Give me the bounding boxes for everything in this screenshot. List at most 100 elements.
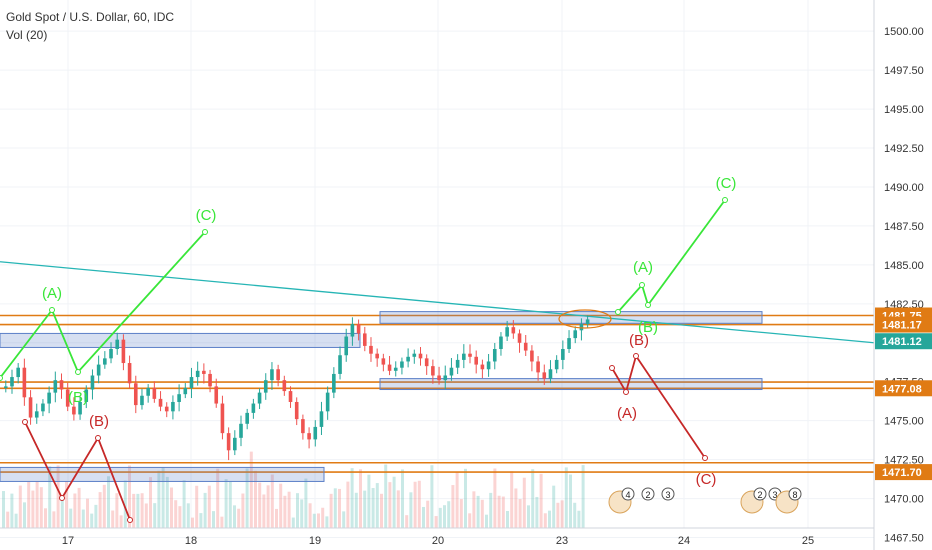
candle-body bbox=[480, 364, 485, 370]
price-axis: 1500.00 1497.50 1495.00 1492.50 1490.00 1487.… bbox=[873, 0, 932, 550]
time-tick-label: 18 bbox=[185, 535, 197, 547]
candle-body bbox=[301, 419, 305, 434]
descending-trendline bbox=[0, 261, 875, 344]
volume-bar bbox=[354, 492, 358, 528]
volume-bar bbox=[350, 468, 354, 528]
chart-title: Gold Spot / U.S. Dollar, 60, IDC Vol (20… bbox=[6, 8, 174, 44]
volume-bar bbox=[2, 491, 5, 528]
event-count-badge bbox=[661, 487, 675, 501]
candle-body bbox=[72, 406, 76, 415]
time-tick-label: 24 bbox=[678, 535, 690, 547]
volume-bar bbox=[518, 499, 522, 528]
volume-bar bbox=[510, 471, 514, 528]
volume-bar bbox=[296, 493, 299, 528]
horizontal-levels bbox=[0, 314, 874, 473]
volume-bar bbox=[18, 485, 22, 528]
candle-body bbox=[350, 324, 355, 337]
volume-bar bbox=[548, 510, 551, 528]
price-tag-label: 1477.08 bbox=[882, 383, 922, 395]
candle-body bbox=[561, 349, 565, 360]
volume-bar bbox=[409, 492, 413, 528]
volume-bar bbox=[10, 493, 14, 528]
volume-bar bbox=[111, 510, 115, 528]
price-tick-label: 1475.00 bbox=[884, 416, 924, 428]
red-wave-label-b: (B) bbox=[89, 413, 109, 430]
candle-body bbox=[381, 358, 386, 365]
volume-bar bbox=[539, 473, 543, 528]
price-tick-label: 1490.00 bbox=[884, 182, 924, 194]
candle-body bbox=[474, 356, 478, 365]
event-count-label: 8 bbox=[792, 490, 797, 500]
candle-body bbox=[127, 363, 132, 384]
candle-body bbox=[418, 353, 423, 359]
candle-body bbox=[338, 355, 342, 374]
volume-bar bbox=[65, 481, 68, 528]
symbol-title: Gold Spot / U.S. Dollar, 60, IDC bbox=[6, 10, 175, 24]
volume-bar bbox=[119, 515, 123, 528]
candle-body bbox=[28, 397, 33, 418]
volume-bar bbox=[514, 488, 518, 528]
volume-bar bbox=[476, 495, 480, 528]
volume-bar bbox=[69, 508, 73, 528]
candle-body bbox=[536, 361, 540, 373]
candle-body bbox=[455, 359, 460, 368]
green-wave-path-1 bbox=[0, 231, 206, 379]
volume-bar bbox=[123, 480, 127, 528]
volume-bar bbox=[262, 494, 266, 528]
wave-pivot bbox=[615, 309, 621, 315]
candle-body bbox=[393, 367, 398, 371]
volume-bar bbox=[493, 468, 497, 528]
volume-bar bbox=[144, 503, 148, 528]
candle-body bbox=[257, 392, 262, 404]
candle-body bbox=[387, 364, 392, 371]
price-tick-label: 1470.00 bbox=[884, 494, 924, 506]
volume-bar bbox=[157, 470, 161, 528]
wave-pivot bbox=[202, 229, 208, 235]
volume-bar bbox=[447, 501, 451, 528]
candle-body bbox=[344, 336, 349, 356]
candle-body bbox=[554, 359, 559, 370]
candle-body bbox=[103, 358, 107, 365]
volume-bar bbox=[174, 500, 178, 528]
wave-pivot bbox=[22, 419, 28, 425]
candle-body bbox=[542, 372, 547, 379]
candle-body bbox=[263, 380, 268, 393]
volume-bar bbox=[401, 469, 404, 528]
price-tag-label: 1481.17 bbox=[882, 320, 922, 332]
candle-body bbox=[245, 412, 249, 424]
volume-bar bbox=[371, 488, 375, 528]
volume-bar bbox=[388, 482, 392, 528]
volume-bar bbox=[161, 467, 165, 528]
price-tick-label: 1497.50 bbox=[884, 65, 924, 77]
price-axis-bg bbox=[874, 0, 932, 550]
volume-bar bbox=[552, 485, 556, 528]
candle-body bbox=[96, 364, 101, 376]
time-tick-label: 17 bbox=[62, 535, 74, 547]
volume-bar bbox=[438, 507, 442, 528]
candle-body bbox=[362, 333, 367, 346]
candle-body bbox=[548, 369, 553, 379]
volume-bar bbox=[501, 496, 505, 528]
volume-bar bbox=[312, 513, 316, 528]
candle-body bbox=[183, 387, 188, 395]
price-tag-bg bbox=[875, 316, 932, 333]
candle-body bbox=[486, 361, 491, 370]
wave-pivot bbox=[0, 375, 3, 381]
wave-pivot bbox=[645, 302, 651, 308]
candle-body bbox=[492, 349, 497, 362]
volume-bar bbox=[506, 511, 509, 528]
volume-bar bbox=[170, 487, 173, 528]
red-wave-label-c2: (C) bbox=[696, 471, 717, 488]
candle-body bbox=[59, 380, 64, 390]
volume-bar bbox=[564, 467, 568, 528]
candle-body bbox=[431, 366, 435, 376]
time-tick-label: 19 bbox=[309, 535, 321, 547]
candle-body bbox=[369, 345, 373, 354]
price-tag-label: 1481.12 bbox=[882, 336, 922, 348]
price-tick-label: 1472.50 bbox=[884, 455, 924, 467]
volume-bar bbox=[81, 509, 85, 528]
support-resistance-zones bbox=[0, 311, 763, 482]
volume-bar bbox=[39, 487, 43, 528]
